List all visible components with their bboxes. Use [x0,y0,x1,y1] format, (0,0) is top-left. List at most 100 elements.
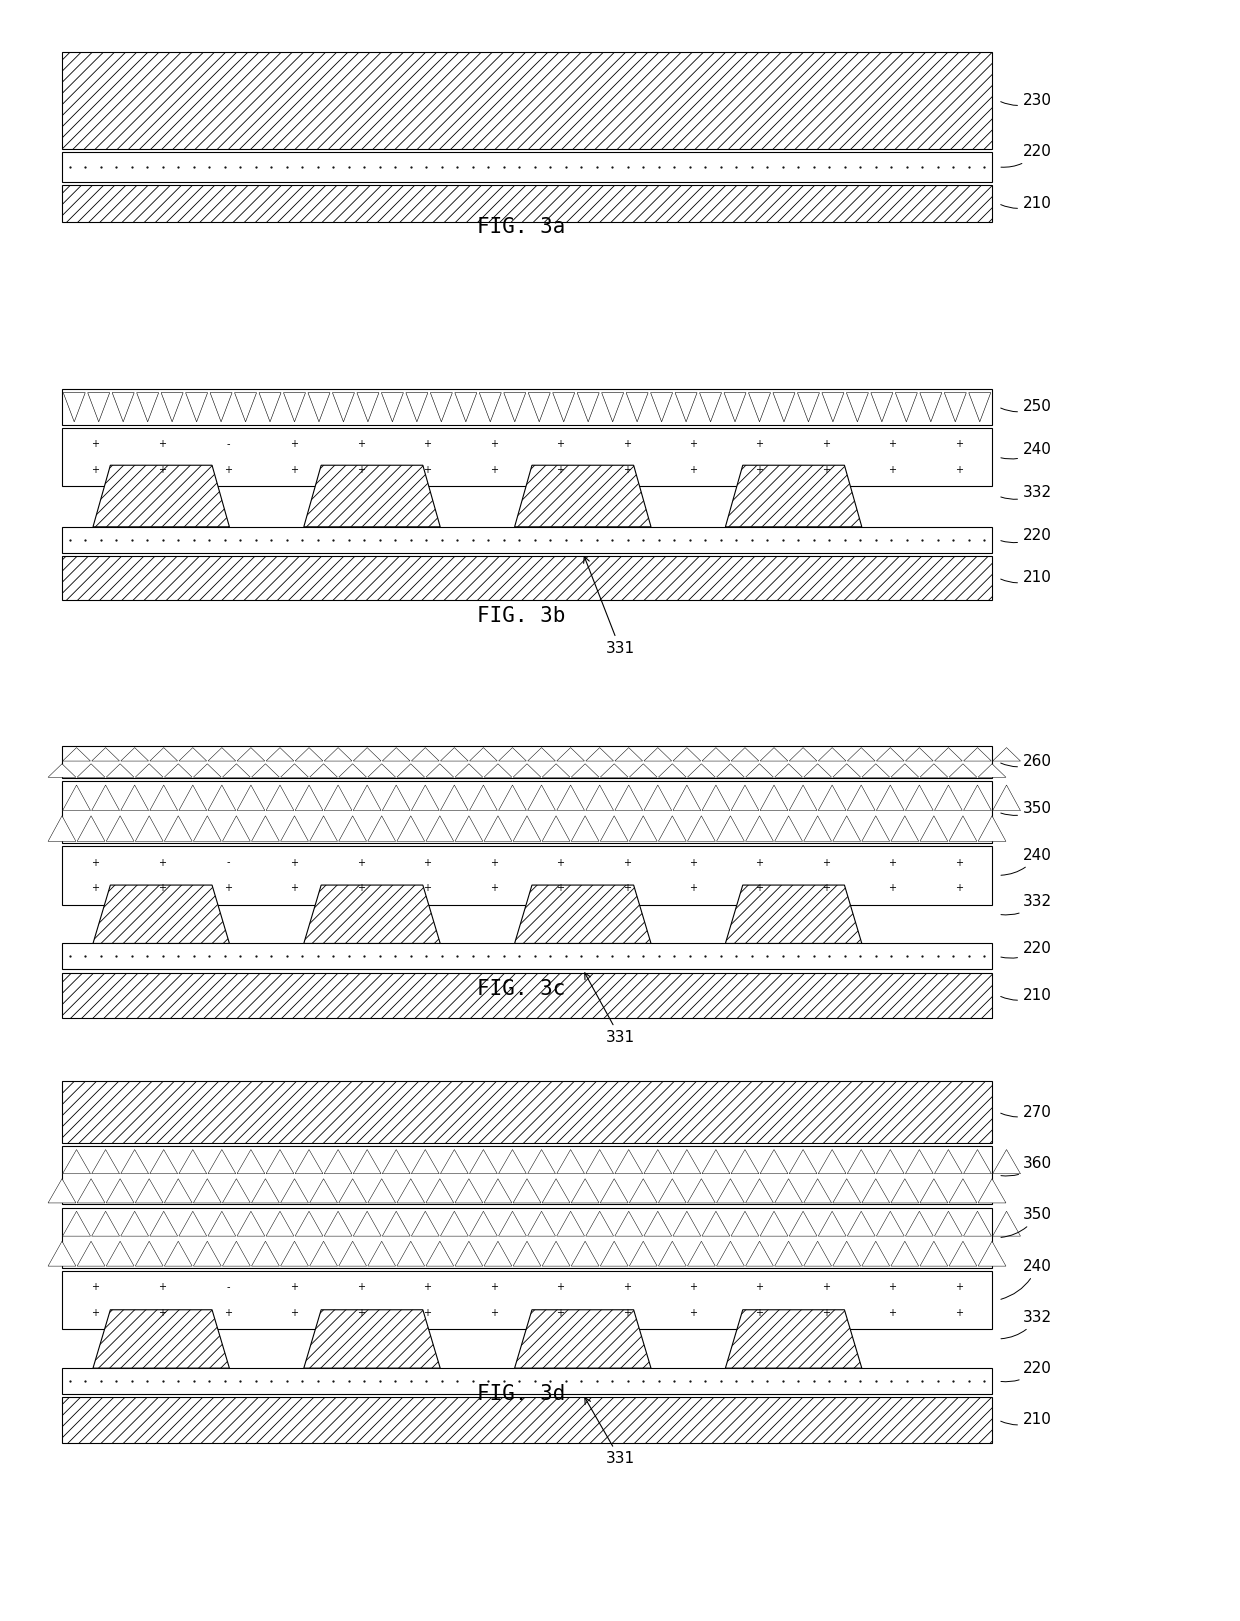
Polygon shape [339,1178,367,1203]
Polygon shape [62,1149,91,1174]
Text: +: + [92,1282,99,1292]
Polygon shape [382,747,410,762]
Polygon shape [963,1211,992,1237]
Polygon shape [295,1149,322,1174]
Text: +: + [755,1308,764,1318]
Polygon shape [150,785,177,810]
Polygon shape [749,392,770,421]
Polygon shape [222,763,250,778]
Polygon shape [295,747,322,762]
Polygon shape [773,392,795,421]
Polygon shape [626,392,649,421]
Polygon shape [135,815,164,841]
Polygon shape [210,392,232,421]
Text: +: + [357,439,365,449]
Polygon shape [630,763,657,778]
Polygon shape [949,763,977,778]
Polygon shape [92,1149,119,1174]
Polygon shape [120,1149,149,1174]
Polygon shape [48,815,76,841]
Polygon shape [732,1149,759,1174]
Polygon shape [48,763,76,778]
Polygon shape [673,1211,701,1237]
Polygon shape [630,1242,657,1266]
Text: +: + [157,1308,166,1318]
Bar [62,1368,992,1394]
Polygon shape [920,392,942,421]
Polygon shape [804,1178,832,1203]
Polygon shape [600,1242,629,1266]
Polygon shape [310,815,337,841]
Polygon shape [651,392,672,421]
Polygon shape [63,392,86,421]
Bar [62,556,992,600]
Polygon shape [585,747,614,762]
Polygon shape [179,1149,207,1174]
Polygon shape [252,1178,279,1203]
Polygon shape [717,763,744,778]
Polygon shape [208,747,236,762]
Polygon shape [93,885,229,943]
Text: +: + [157,465,166,475]
Text: +: + [557,883,564,893]
Text: 250: 250 [1001,399,1052,415]
Polygon shape [658,1178,686,1203]
Text: +: + [157,1282,166,1292]
Polygon shape [585,785,614,810]
Polygon shape [120,747,149,762]
Text: +: + [955,465,962,475]
Polygon shape [193,1242,221,1266]
Bar [62,1146,992,1204]
Bar [62,973,992,1018]
Polygon shape [717,1178,744,1203]
Text: 350: 350 [1001,801,1052,815]
Polygon shape [542,763,570,778]
Polygon shape [284,392,305,421]
Polygon shape [935,785,962,810]
Bar [62,1271,992,1329]
Polygon shape [557,1149,584,1174]
Polygon shape [164,1242,192,1266]
Polygon shape [572,1178,599,1203]
Polygon shape [630,1178,657,1203]
Polygon shape [237,1149,265,1174]
Text: 210: 210 [1001,987,1052,1003]
Polygon shape [324,1211,352,1237]
Text: +: + [822,883,830,893]
Text: +: + [888,1308,897,1318]
Text: +: + [423,883,432,893]
Text: +: + [888,465,897,475]
Text: 350: 350 [1001,1208,1052,1237]
Polygon shape [503,392,526,421]
Text: +: + [888,439,897,449]
Polygon shape [267,747,294,762]
Polygon shape [455,763,482,778]
Polygon shape [397,1242,424,1266]
Polygon shape [332,392,355,421]
Polygon shape [905,785,934,810]
Text: +: + [92,465,99,475]
Polygon shape [440,1211,469,1237]
Polygon shape [877,785,904,810]
Polygon shape [862,1178,890,1203]
Text: -: - [227,439,229,449]
Polygon shape [324,785,352,810]
Text: 270: 270 [1001,1104,1052,1120]
Polygon shape [120,1211,149,1237]
Polygon shape [135,763,164,778]
Polygon shape [905,747,934,762]
Polygon shape [62,1211,91,1237]
Polygon shape [818,1211,846,1237]
Polygon shape [760,1211,787,1237]
Polygon shape [267,1149,294,1174]
Polygon shape [949,815,977,841]
Text: +: + [357,883,365,893]
Polygon shape [484,763,512,778]
Polygon shape [804,815,832,841]
Polygon shape [920,1242,947,1266]
Polygon shape [353,1211,381,1237]
Polygon shape [252,815,279,841]
Polygon shape [935,1149,962,1174]
Polygon shape [267,785,294,810]
Polygon shape [935,747,962,762]
